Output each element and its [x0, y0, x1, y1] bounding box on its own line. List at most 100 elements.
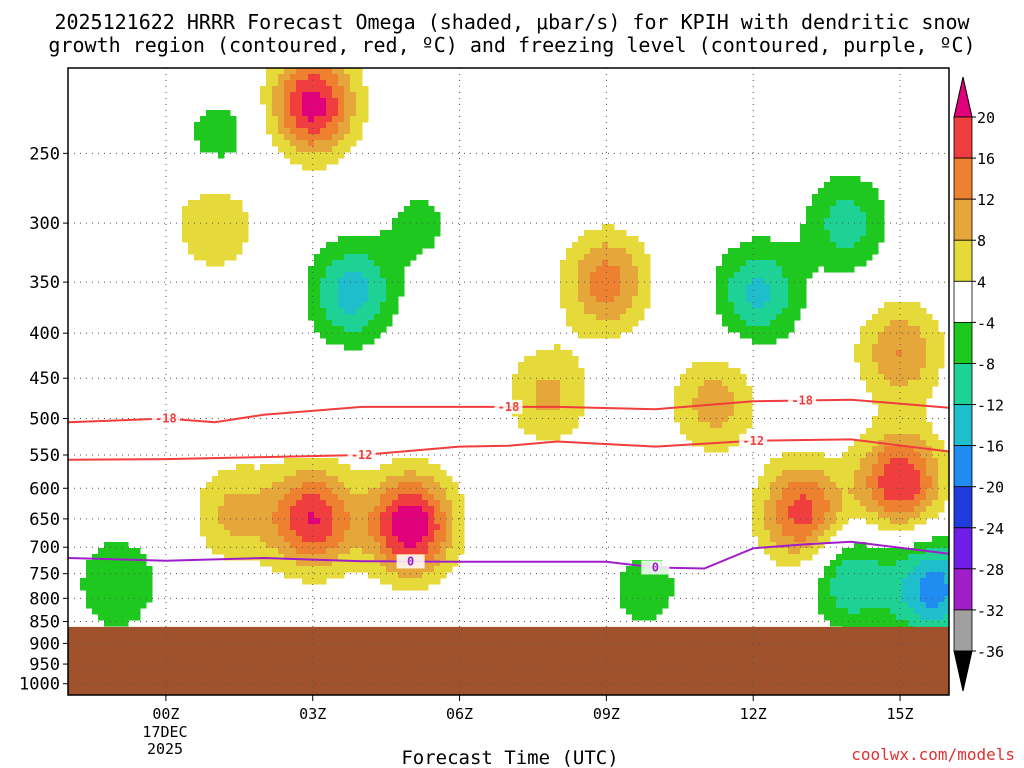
- omega-cell: [362, 290, 369, 297]
- omega-cell: [848, 452, 855, 459]
- omega-cell: [818, 236, 825, 243]
- omega-cell: [332, 152, 339, 159]
- omega-cell: [872, 380, 879, 387]
- omega-cell: [890, 308, 897, 315]
- omega-cell: [224, 134, 231, 141]
- omega-cell: [218, 482, 225, 489]
- omega-cell: [914, 470, 921, 477]
- omega-cell: [938, 506, 945, 513]
- isotherm-label: 0: [652, 560, 659, 574]
- omega-cell: [320, 146, 327, 153]
- omega-cell: [278, 512, 285, 519]
- omega-cell: [740, 254, 747, 261]
- omega-cell: [302, 86, 309, 93]
- omega-cell: [434, 560, 441, 567]
- omega-cell: [818, 212, 825, 219]
- omega-cell: [758, 530, 765, 537]
- omega-cell: [860, 512, 867, 519]
- y-tick-label: 450: [29, 369, 60, 389]
- omega-cell: [566, 248, 573, 255]
- omega-cell: [830, 596, 837, 603]
- omega-cell: [782, 554, 789, 561]
- omega-cell: [638, 578, 645, 585]
- omega-cell: [794, 296, 801, 303]
- omega-cell: [830, 506, 837, 513]
- omega-cell: [134, 608, 141, 615]
- omega-cell: [140, 602, 147, 609]
- omega-cell: [224, 230, 231, 237]
- omega-cell: [326, 320, 333, 327]
- omega-cell: [770, 296, 777, 303]
- omega-cell: [614, 242, 621, 249]
- omega-cell: [344, 236, 351, 243]
- omega-cell: [908, 332, 915, 339]
- colorbar-label: -8: [977, 355, 995, 373]
- omega-cell: [542, 368, 549, 375]
- omega-cell: [206, 536, 213, 543]
- omega-cell: [788, 248, 795, 255]
- omega-cell: [302, 92, 309, 99]
- omega-cell: [404, 542, 411, 549]
- omega-cell: [770, 536, 777, 543]
- omega-cell: [266, 548, 273, 555]
- omega-cell: [236, 248, 243, 255]
- omega-cell: [860, 572, 867, 579]
- axes: 2503003504004505005506006507007508008509…: [19, 67, 950, 723]
- omega-cell: [908, 434, 915, 441]
- omega-cell: [932, 362, 939, 369]
- omega-cell: [866, 230, 873, 237]
- omega-cell: [236, 524, 243, 531]
- omega-cell: [380, 272, 387, 279]
- omega-cell: [344, 482, 351, 489]
- omega-cell: [338, 296, 345, 303]
- omega-cell: [392, 230, 399, 237]
- omega-cell: [362, 266, 369, 273]
- omega-cell: [452, 554, 459, 561]
- omega-cell: [872, 506, 879, 513]
- omega-cell: [572, 314, 579, 321]
- omega-cell: [458, 524, 465, 531]
- omega-cell: [848, 620, 855, 627]
- omega-cell: [332, 146, 339, 153]
- omega-cell: [212, 530, 219, 537]
- omega-cell: [542, 428, 549, 435]
- omega-cell: [314, 476, 321, 483]
- omega-cell: [230, 542, 237, 549]
- omega-cell: [542, 398, 549, 405]
- omega-cell: [644, 302, 651, 309]
- y-tick-label: 250: [29, 144, 60, 164]
- omega-cell: [692, 398, 699, 405]
- omega-cell: [530, 410, 537, 417]
- omega-cell: [872, 470, 879, 477]
- omega-cell: [194, 254, 201, 261]
- omega-cell: [356, 80, 363, 87]
- omega-cell: [854, 506, 861, 513]
- omega-cell: [866, 188, 873, 195]
- omega-cell: [344, 254, 351, 261]
- omega-cell: [896, 578, 903, 585]
- omega-cell: [710, 446, 717, 453]
- omega-cell: [428, 482, 435, 489]
- omega-cell: [566, 320, 573, 327]
- omega-cell: [242, 218, 249, 225]
- omega-cell: [902, 434, 909, 441]
- omega-cell: [896, 416, 903, 423]
- omega-cell: [128, 614, 135, 621]
- omega-cell: [884, 494, 891, 501]
- omega-cell: [650, 590, 657, 597]
- omega-cell: [752, 278, 759, 285]
- omega-cell: [320, 86, 327, 93]
- x-tick-label: 09Z: [593, 705, 620, 723]
- omega-cell: [422, 524, 429, 531]
- omega-cell: [308, 134, 315, 141]
- omega-cell: [584, 290, 591, 297]
- omega-cell: [98, 584, 105, 591]
- omega-cell: [722, 374, 729, 381]
- omega-cell: [560, 368, 567, 375]
- omega-cell: [362, 512, 369, 519]
- omega-cell: [554, 434, 561, 441]
- omega-cell: [878, 314, 885, 321]
- omega-cell: [140, 554, 147, 561]
- omega-cell: [224, 122, 231, 129]
- omega-cell: [752, 296, 759, 303]
